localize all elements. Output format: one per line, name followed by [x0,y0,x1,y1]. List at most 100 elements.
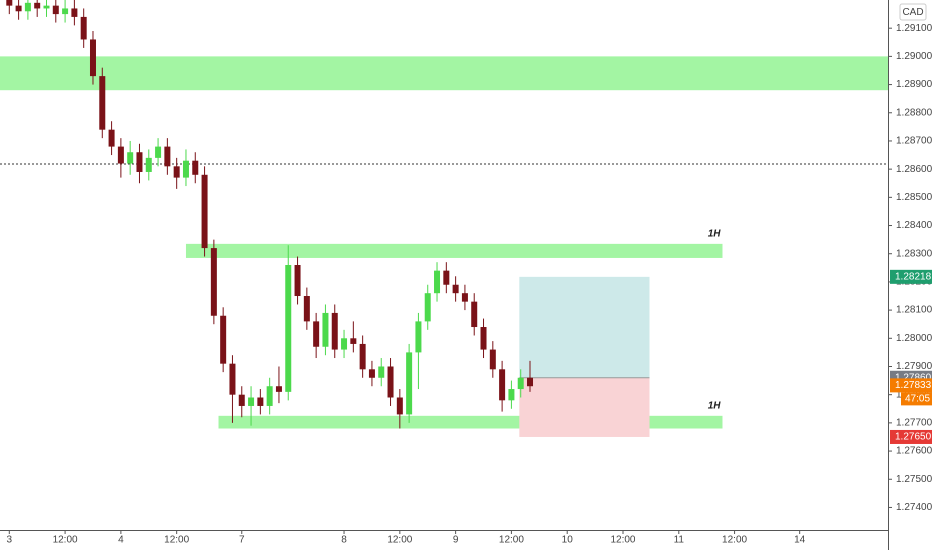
currency-box [899,3,927,21]
x-tick-label: 12:00 [164,535,189,546]
y-tick-label: 1.27400 [896,502,932,513]
candle-body [294,265,301,297]
x-tick-label: 3 [7,535,13,546]
price-tag [890,429,932,444]
y-tick-label: 1.28300 [896,248,932,259]
candle-body [192,160,199,175]
candle-body [89,39,96,77]
candle-body [24,2,31,12]
candle-body [117,146,124,164]
loss-zone [519,377,650,437]
candle-body [396,397,403,415]
candle-body [322,312,329,347]
price-tag [890,378,932,393]
candle-body [15,5,22,12]
candle-body [257,397,264,406]
candle-body [164,146,171,167]
zone [0,56,888,91]
candle-body [313,321,320,347]
candle-body [471,301,478,328]
candle-body [341,338,348,350]
y-tick-label: 1.28800 [896,107,932,118]
candle-body [108,129,115,147]
candle-body [266,386,273,406]
y-tick-label: 1.28700 [896,136,932,147]
y-tick-label: 1.28400 [896,220,932,231]
candle-body [424,293,431,322]
candle-body [508,389,515,401]
y-tick-label: 1.29000 [896,51,932,62]
y-tick-label: 1.28500 [896,192,932,203]
candle-body [62,8,69,15]
x-tick-label: 12:00 [53,535,78,546]
zone-label: 1H [708,400,722,411]
zone [185,243,723,258]
candle-body [387,366,394,398]
candle-body [480,327,487,350]
candle-body [303,296,310,322]
candle-body [34,2,41,9]
y-tick-label: 1.29100 [896,23,932,34]
x-tick-label: 10 [562,535,574,546]
candle-body [499,369,506,401]
candle-body [527,377,534,387]
candle-body [415,321,422,353]
zone-label: 1H [708,228,722,239]
x-tick-label: 8 [341,535,347,546]
candle-body [182,160,189,178]
candle-body [238,394,245,406]
x-tick-label: 11 [674,535,685,546]
candle-body [80,16,87,40]
candle-body [220,315,227,364]
x-tick-label: 12:00 [722,535,747,546]
price-tag-label: 1.28218 [895,271,932,282]
y-tick-label: 1.27600 [896,446,932,457]
price-tag-label: 1.27833 [895,380,932,391]
candle-body [517,377,524,390]
candle-body [406,352,413,415]
candle-body [99,76,106,130]
candle-body [248,397,255,406]
candle-body [350,338,357,344]
x-tick-label: 12:00 [387,535,412,546]
candle-body [452,284,459,294]
y-tick-label: 1.28900 [896,79,932,90]
price-tag [890,269,932,284]
y-tick-label: 1.27900 [896,361,932,372]
y-tick-label: 1.28000 [896,333,932,344]
candle-body [52,5,59,15]
x-tick-label: 12:00 [499,535,524,546]
candle-body [368,369,375,378]
y-tick-label: 1.28600 [896,164,932,175]
candle-body [489,349,496,370]
candle-body [359,343,366,370]
countdown: 47:05 [905,394,930,405]
candle-body [331,312,338,350]
price-tag-label: 1.27650 [895,432,932,443]
candle-body [6,0,13,6]
candle-body [461,293,468,302]
candle-body [378,366,385,378]
x-tick-label: 4 [118,535,124,546]
y-tick-label: 1.27700 [896,418,932,429]
candle-body [229,363,236,395]
price-tag-label: 1.27860 [895,372,932,383]
candle-body [155,146,162,158]
candle-body [434,270,441,294]
candle-body [127,152,134,164]
x-tick-label: 12:00 [610,535,635,546]
y-tick-label: 1.28100 [896,305,932,316]
candle-body [285,265,292,392]
profit-zone [519,276,650,378]
candle-body [201,174,208,249]
candle-body [43,5,50,9]
y-tick-label: 1.27500 [896,474,932,485]
candle-body [210,248,217,316]
candle-body [136,152,143,172]
currency: CAD [902,7,923,18]
x-tick-label: 9 [453,535,459,546]
candle-body [71,8,78,17]
candle-body [275,386,282,392]
